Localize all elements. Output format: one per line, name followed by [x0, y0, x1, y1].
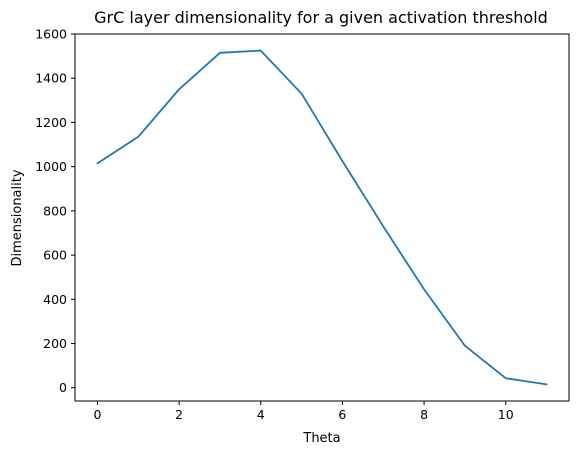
y-tick-label: 600 — [43, 248, 67, 263]
y-tick-label: 1000 — [35, 159, 67, 174]
y-tick-label: 1600 — [35, 27, 67, 42]
y-tick-label: 0 — [59, 380, 67, 395]
y-tick-label: 1200 — [35, 115, 67, 130]
x-tick-label: 4 — [257, 407, 265, 422]
y-tick-label: 800 — [43, 203, 67, 218]
x-tick-label: 10 — [498, 407, 514, 422]
chart-title: GrC layer dimensionality for a given act… — [94, 8, 548, 27]
plot-area: 0 2 4 6 8 10 0 200 400 600 800 1000 1200 1400 1600 — [35, 27, 570, 422]
x-tick-label: 2 — [175, 407, 183, 422]
x-axis-label: Theta — [302, 431, 340, 446]
plot-frame — [74, 33, 570, 402]
x-tick-label: 0 — [93, 407, 101, 422]
y-tick-label: 1400 — [35, 71, 67, 86]
x-tick-label: 6 — [338, 407, 346, 422]
x-tick-label: 8 — [420, 407, 428, 422]
y-tick-label: 200 — [43, 336, 67, 351]
y-axis-label: Dimensionality — [10, 169, 25, 266]
y-tick-label: 400 — [43, 292, 67, 307]
series-line-0 — [96, 49, 548, 386]
